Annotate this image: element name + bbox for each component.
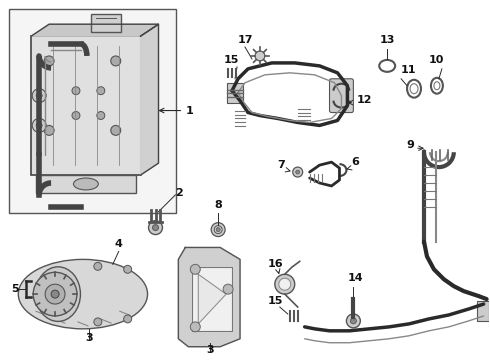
Circle shape bbox=[45, 284, 65, 304]
Text: 5: 5 bbox=[11, 284, 19, 294]
Circle shape bbox=[94, 262, 102, 270]
Text: 11: 11 bbox=[401, 65, 416, 75]
Circle shape bbox=[190, 322, 200, 332]
Circle shape bbox=[33, 272, 77, 316]
Text: 13: 13 bbox=[379, 35, 395, 45]
Circle shape bbox=[111, 56, 121, 66]
Text: 1: 1 bbox=[185, 105, 193, 116]
Text: 15: 15 bbox=[268, 296, 283, 306]
Polygon shape bbox=[178, 247, 240, 347]
Circle shape bbox=[255, 51, 265, 61]
Text: 15: 15 bbox=[224, 55, 240, 65]
Bar bbox=[9, 9, 176, 213]
Circle shape bbox=[216, 228, 220, 231]
Circle shape bbox=[36, 93, 42, 99]
Circle shape bbox=[190, 264, 200, 274]
Circle shape bbox=[223, 284, 233, 294]
Circle shape bbox=[346, 314, 360, 328]
Circle shape bbox=[148, 221, 163, 235]
Bar bbox=[36, 175, 136, 193]
Circle shape bbox=[211, 223, 225, 237]
Text: 17: 17 bbox=[238, 35, 253, 45]
Ellipse shape bbox=[18, 260, 147, 329]
Circle shape bbox=[123, 315, 132, 323]
Circle shape bbox=[275, 274, 294, 294]
Polygon shape bbox=[192, 267, 232, 331]
Circle shape bbox=[32, 89, 46, 103]
Bar bbox=[477, 301, 489, 321]
Circle shape bbox=[44, 125, 54, 135]
Bar bbox=[227, 83, 243, 103]
Circle shape bbox=[279, 278, 291, 290]
Text: 8: 8 bbox=[214, 200, 222, 210]
Text: 7: 7 bbox=[277, 160, 285, 170]
Text: 2: 2 bbox=[175, 188, 183, 198]
Bar bbox=[91, 14, 121, 32]
Circle shape bbox=[123, 265, 132, 273]
Circle shape bbox=[51, 290, 59, 298]
Circle shape bbox=[152, 225, 158, 231]
Polygon shape bbox=[198, 274, 226, 324]
Polygon shape bbox=[141, 24, 158, 175]
Circle shape bbox=[111, 125, 121, 135]
Circle shape bbox=[97, 112, 105, 120]
FancyBboxPatch shape bbox=[329, 79, 353, 113]
Circle shape bbox=[94, 318, 102, 326]
Text: 10: 10 bbox=[429, 55, 444, 65]
Text: 12: 12 bbox=[356, 95, 372, 105]
Polygon shape bbox=[31, 24, 158, 36]
Circle shape bbox=[350, 318, 356, 324]
Text: 4: 4 bbox=[115, 239, 122, 249]
Circle shape bbox=[97, 87, 105, 95]
Text: 3: 3 bbox=[206, 345, 214, 355]
Text: 9: 9 bbox=[406, 140, 414, 150]
Circle shape bbox=[293, 167, 303, 177]
Circle shape bbox=[36, 122, 42, 129]
Ellipse shape bbox=[74, 178, 98, 190]
Ellipse shape bbox=[36, 267, 80, 321]
Circle shape bbox=[72, 112, 80, 120]
Bar bbox=[31, 36, 141, 175]
Text: 6: 6 bbox=[351, 157, 359, 167]
Circle shape bbox=[44, 56, 54, 66]
Text: 14: 14 bbox=[347, 273, 363, 283]
Circle shape bbox=[295, 170, 300, 174]
Text: 16: 16 bbox=[268, 259, 284, 269]
Circle shape bbox=[32, 118, 46, 132]
Text: 3: 3 bbox=[85, 333, 93, 343]
Circle shape bbox=[72, 87, 80, 95]
